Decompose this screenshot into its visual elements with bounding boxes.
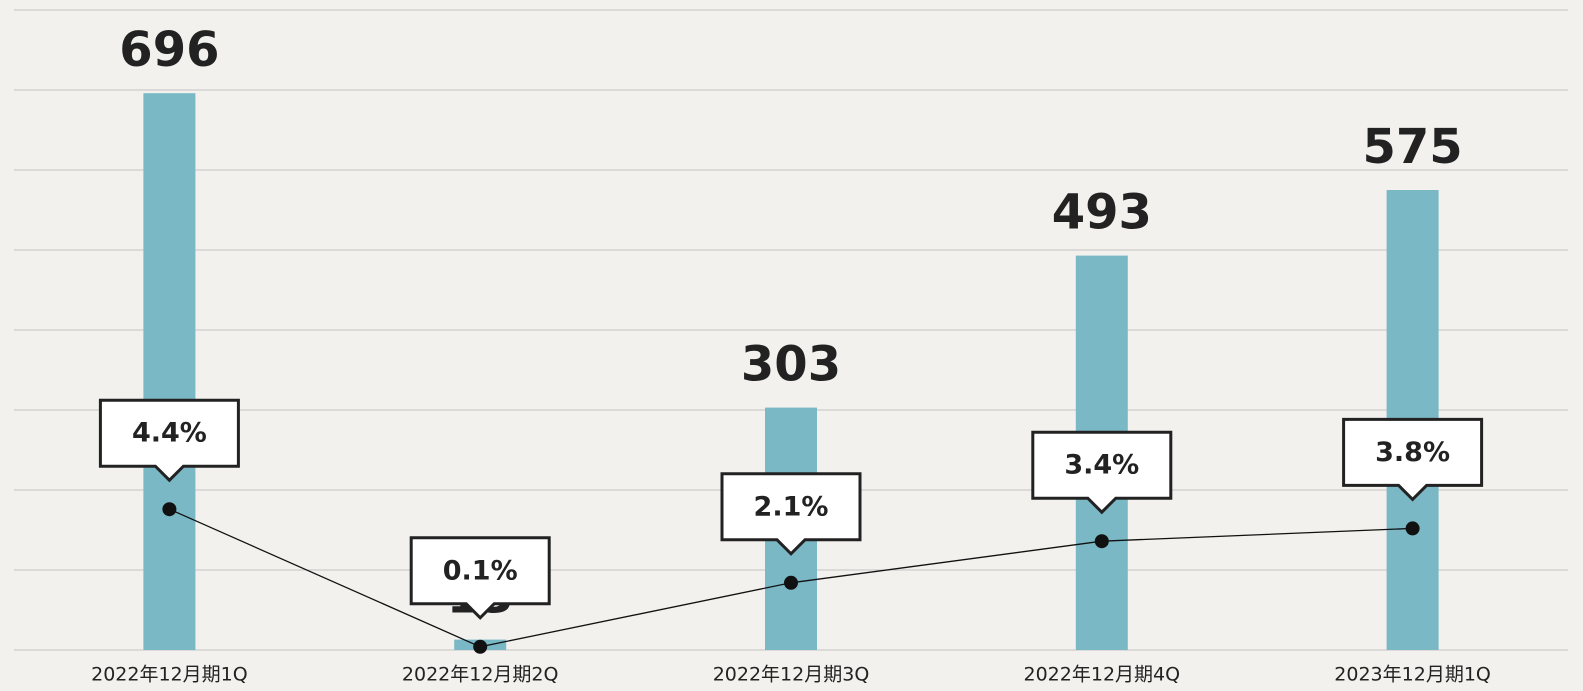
callout-box bbox=[1031, 430, 1173, 515]
bar-value-label: 575 bbox=[1362, 119, 1462, 175]
line-point bbox=[1094, 534, 1109, 549]
line-value-label: 0.1% bbox=[443, 555, 518, 586]
callout-box bbox=[409, 536, 551, 620]
line-value-label: 4.4% bbox=[132, 418, 207, 449]
bar-value-label: 493 bbox=[1052, 185, 1152, 241]
line-value-label: 3.4% bbox=[1064, 450, 1139, 481]
line-point bbox=[784, 575, 798, 590]
x-tick-label: 2022年12月期2Q bbox=[402, 664, 559, 686]
x-tick-label: 2022年12月期4Q bbox=[1024, 664, 1181, 686]
line-point bbox=[473, 639, 488, 654]
callout-box bbox=[1342, 417, 1484, 502]
callout-box bbox=[720, 472, 862, 556]
line-value-label: 2.1% bbox=[754, 491, 829, 522]
x-tick-label: 2022年12月期1Q bbox=[91, 664, 248, 686]
x-tick-label: 2023年12月期1Q bbox=[1334, 664, 1491, 686]
bar bbox=[143, 93, 196, 650]
line-point bbox=[1405, 521, 1420, 536]
x-tick-label: 2022年12月期3Q bbox=[713, 664, 870, 686]
bar-value-label: 303 bbox=[741, 337, 841, 393]
bar-value-label: 696 bbox=[119, 22, 219, 78]
line-point bbox=[162, 502, 177, 517]
callout-box bbox=[98, 398, 240, 483]
line-value-label: 3.8% bbox=[1375, 437, 1450, 468]
